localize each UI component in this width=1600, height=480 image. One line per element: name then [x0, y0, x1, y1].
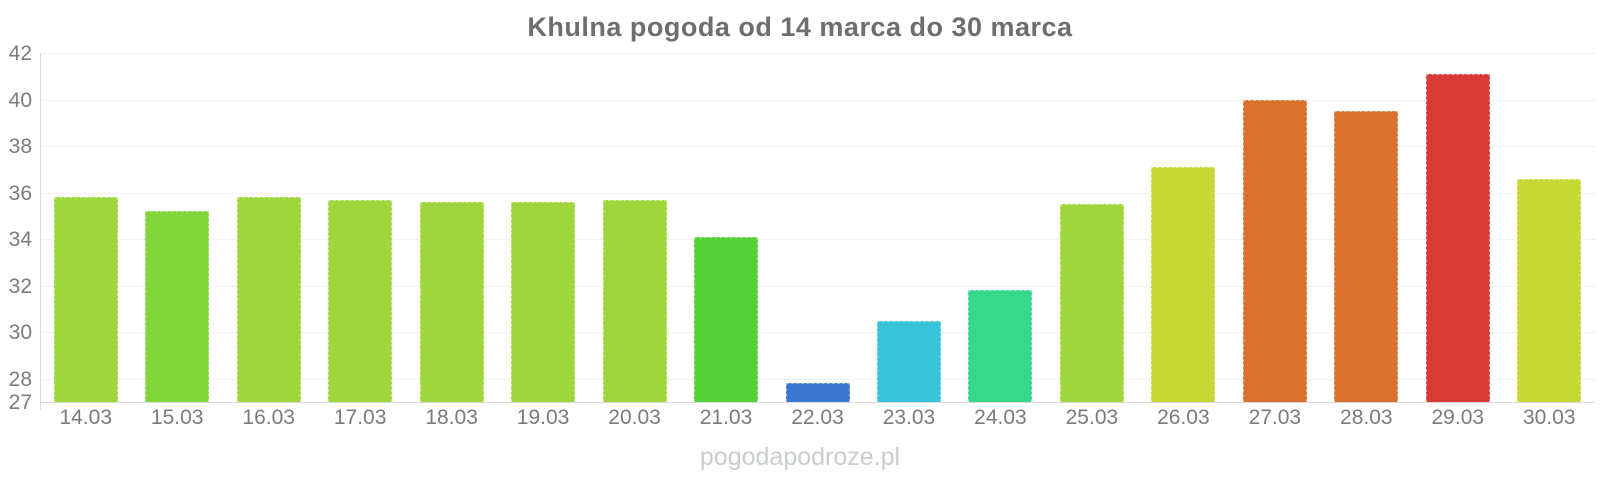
bar[interactable]: [53, 197, 118, 402]
bar[interactable]: [236, 197, 301, 402]
gridline: [40, 99, 1595, 101]
x-tick-label: 19.03: [516, 406, 570, 429]
chart-title: Khulna pogoda od 14 marca do 30 marca: [527, 12, 1073, 42]
bar[interactable]: [1517, 178, 1582, 402]
x-tick-label: 30.03: [1522, 406, 1576, 429]
y-tick-label: 36: [8, 181, 32, 205]
y-tick-label: 42: [8, 42, 32, 65]
bar[interactable]: [968, 290, 1033, 402]
bar[interactable]: [419, 201, 484, 402]
y-tick-label: 27: [8, 391, 32, 414]
x-tick-label: 21.03: [699, 406, 753, 429]
gridline: [40, 146, 1595, 148]
gridline: [40, 192, 1595, 194]
x-tick-label: 14.03: [59, 406, 113, 429]
bar[interactable]: [1151, 167, 1216, 402]
x-tick-label: 17.03: [333, 406, 387, 429]
bar[interactable]: [785, 383, 850, 402]
gridline: [40, 332, 1595, 334]
bar[interactable]: [511, 201, 576, 402]
x-tick-label: 18.03: [425, 406, 478, 429]
x-tick-label: 16.03: [242, 406, 295, 429]
bar[interactable]: [876, 320, 941, 402]
y-tick-label: 28: [8, 367, 32, 391]
x-tick-label: 15.03: [150, 406, 204, 429]
bar[interactable]: [1334, 111, 1399, 402]
gridline: [40, 378, 1595, 380]
gridline: [40, 402, 1595, 403]
gridline: [40, 53, 1595, 54]
x-tick-label: 28.03: [1340, 406, 1393, 429]
bar[interactable]: [1242, 99, 1307, 402]
gridline: [40, 285, 1595, 287]
bar[interactable]: [145, 211, 210, 402]
bar[interactable]: [694, 236, 759, 402]
bar[interactable]: [328, 199, 393, 402]
y-axis-line: [40, 53, 41, 410]
x-tick-label: 20.03: [608, 406, 661, 429]
y-tick-label: 38: [8, 135, 32, 159]
x-tick-label: 25.03: [1065, 406, 1119, 429]
x-tick-label: 24.03: [974, 406, 1027, 429]
y-tick-label: 40: [8, 88, 32, 112]
bar[interactable]: [1425, 73, 1490, 402]
x-tick-label: 27.03: [1248, 406, 1302, 429]
gridline: [40, 239, 1595, 241]
watermark: pogodapodroze.pl: [699, 443, 901, 471]
y-tick-label: 34: [8, 228, 32, 252]
x-tick-label: 29.03: [1431, 406, 1485, 429]
y-tick-label: 32: [8, 274, 32, 298]
x-tick-label: 22.03: [791, 406, 844, 429]
x-tick-label: 23.03: [882, 406, 936, 429]
bar[interactable]: [602, 199, 667, 402]
y-tick-label: 30: [8, 321, 32, 345]
x-tick-label: 26.03: [1157, 406, 1210, 429]
bar[interactable]: [1059, 204, 1124, 402]
